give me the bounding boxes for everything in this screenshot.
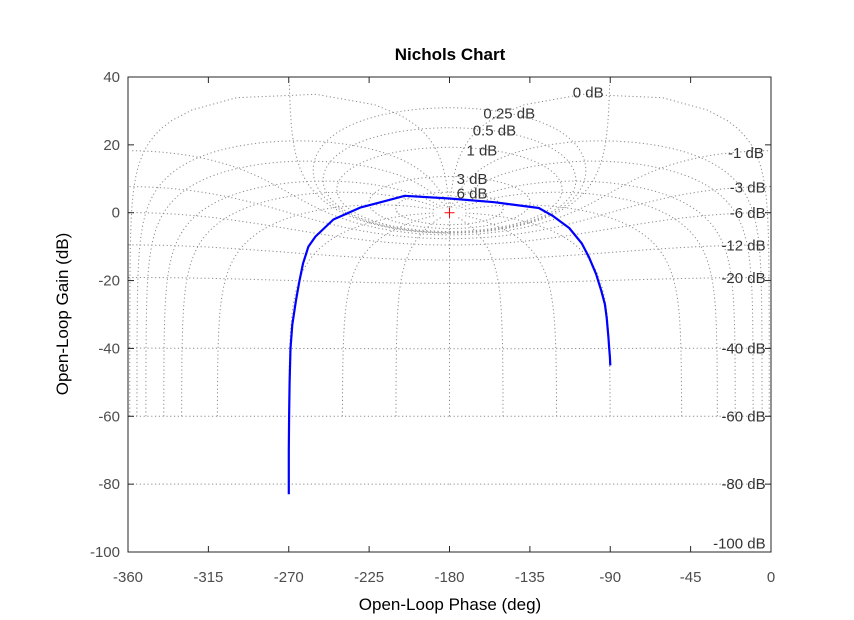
chart-title: Nichols Chart bbox=[395, 45, 506, 64]
phase-contour bbox=[163, 180, 444, 417]
plot-frame bbox=[127, 76, 772, 553]
phase-contour bbox=[462, 214, 558, 417]
closed-loop-gain-label: -60 dB bbox=[721, 408, 765, 425]
y-tick-label: 20 bbox=[103, 137, 120, 154]
phase-contour bbox=[449, 93, 770, 417]
phase-contour bbox=[465, 212, 611, 417]
closed-loop-gain-label: -40 dB bbox=[721, 340, 765, 357]
gain-contour bbox=[128, 212, 771, 246]
x-tick-label: -315 bbox=[193, 569, 223, 586]
x-tick-label: -225 bbox=[354, 569, 384, 586]
phase-contour bbox=[341, 214, 437, 417]
series-layer bbox=[287, 194, 612, 495]
x-tick-label: -90 bbox=[599, 569, 621, 586]
closed-loop-gain-label: -80 dB bbox=[721, 476, 765, 493]
x-tick-label: 0 bbox=[767, 569, 775, 586]
phase-contour bbox=[395, 216, 443, 417]
gain-contour bbox=[336, 146, 563, 232]
phase-contour bbox=[145, 160, 447, 417]
phase-contour bbox=[456, 216, 504, 417]
closed-loop-gain-label: 0.25 dB bbox=[483, 105, 535, 122]
phase-contour bbox=[288, 212, 434, 417]
y-tick-label: -100 bbox=[90, 544, 120, 561]
closed-loop-gain-label: -6 dB bbox=[730, 205, 766, 222]
x-axis-title: Open-Loop Phase (deg) bbox=[359, 595, 541, 614]
gain-contour bbox=[132, 150, 771, 236]
closed-loop-gain-label: 0.5 dB bbox=[473, 122, 516, 139]
y-tick-label: -80 bbox=[98, 476, 120, 493]
gain-contour bbox=[395, 191, 504, 226]
gain-contour bbox=[128, 277, 771, 284]
y-tick-label: -60 bbox=[98, 408, 120, 425]
closed-loop-gain-label: -3 dB bbox=[730, 179, 766, 196]
gain-contour bbox=[128, 347, 771, 350]
y-axis-title: Open-Loop Gain (dB) bbox=[53, 233, 72, 396]
phase-contour bbox=[216, 204, 436, 417]
plot-axes: -360 -315 -270 -225 -180 -135 -90 -45 0 -100 -80 -6… bbox=[90, 69, 775, 586]
phase-contour bbox=[463, 204, 683, 417]
x-tick-label: -45 bbox=[680, 569, 702, 586]
x-tick-label: -270 bbox=[274, 569, 304, 586]
gain-contour bbox=[368, 175, 531, 229]
closed-loop-gain-label: 3 dB bbox=[457, 171, 488, 188]
critical-point-marker bbox=[444, 207, 455, 218]
closed-loop-gain-label: 0 dB bbox=[573, 84, 604, 101]
phase-contour bbox=[452, 160, 754, 417]
grid-labels: 0 dB 0.25 dB0.5 dB 1 dB 3 dB6 dB -1 dB -3 dB -… bbox=[457, 84, 766, 552]
open-loop-response-line bbox=[287, 194, 612, 495]
x-tick-label: -180 bbox=[434, 569, 464, 586]
x-tick-label: -135 bbox=[515, 569, 545, 586]
y-tick-label: 0 bbox=[112, 205, 120, 222]
closed-loop-gain-label: 6 dB bbox=[457, 185, 488, 202]
closed-loop-gain-label: -20 dB bbox=[721, 270, 765, 287]
closed-loop-gain-label: 1 dB bbox=[466, 142, 497, 159]
phase-contour bbox=[455, 180, 736, 417]
y-tick-label: 40 bbox=[103, 69, 120, 86]
nichols-grid bbox=[128, 84, 771, 553]
y-tick-label: -40 bbox=[98, 340, 120, 357]
closed-loop-gain-label: -1 dB bbox=[728, 145, 764, 162]
x-tick-label: -360 bbox=[113, 569, 143, 586]
y-tick-label: -20 bbox=[98, 273, 120, 290]
closed-loop-gain-label: -12 dB bbox=[721, 237, 765, 254]
closed-loop-gain-label: -100 dB bbox=[713, 536, 766, 553]
